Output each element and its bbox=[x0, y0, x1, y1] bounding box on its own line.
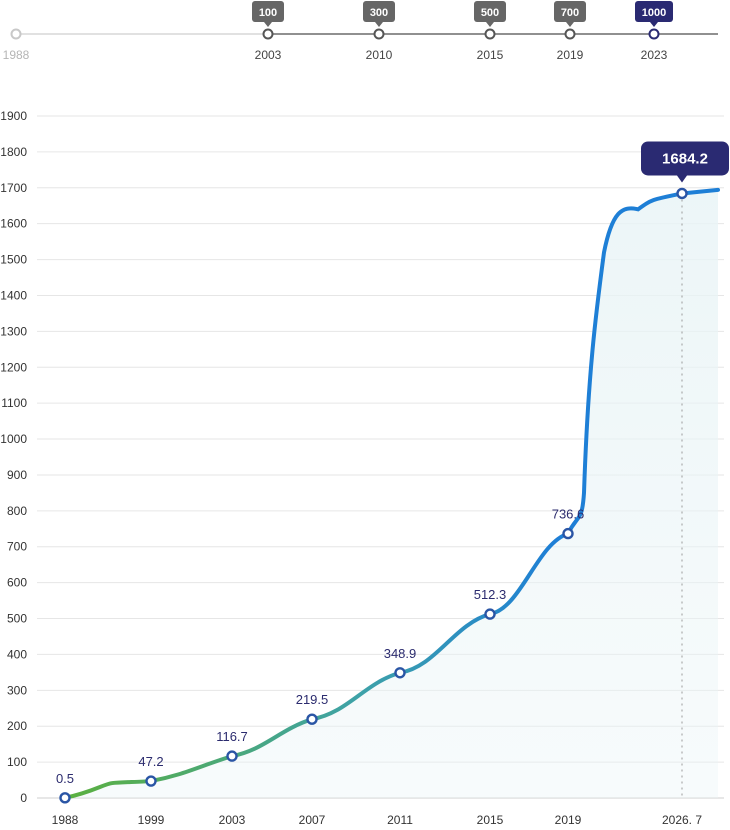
data-point-marker bbox=[306, 713, 318, 725]
data-point-label: 47.2 bbox=[138, 754, 163, 769]
y-tick-label: 1700 bbox=[0, 181, 27, 195]
y-tick-label: 700 bbox=[7, 540, 27, 554]
y-tick-label: 0 bbox=[20, 791, 27, 805]
x-tick-label: 2026. 7 bbox=[662, 813, 702, 827]
timeline-badge-pointer bbox=[486, 22, 494, 27]
y-tick-label: 1300 bbox=[0, 324, 27, 338]
y-tick-label: 1200 bbox=[0, 360, 27, 374]
data-point-marker bbox=[226, 750, 238, 762]
y-tick-label: 500 bbox=[7, 612, 27, 626]
data-point-marker bbox=[676, 187, 688, 200]
y-tick-label: 600 bbox=[7, 576, 27, 590]
data-point-label: 736.6 bbox=[552, 507, 585, 522]
y-tick-label: 900 bbox=[7, 468, 27, 482]
line-chart: 0 100 200 300 400 500 600 700 800 900 1000 1100 1200… bbox=[0, 109, 729, 827]
timeline-badge-pointer bbox=[264, 22, 272, 27]
y-tick-label: 1400 bbox=[0, 288, 27, 302]
timeline-point bbox=[10, 28, 22, 40]
highlight-value-label: 1684.2 bbox=[662, 150, 708, 167]
data-point-label: 116.7 bbox=[216, 729, 248, 744]
x-tick-label: 1988 bbox=[52, 813, 79, 827]
timeline-badge bbox=[363, 1, 395, 22]
timeline-point bbox=[262, 28, 274, 40]
y-tick-label: 1900 bbox=[0, 109, 27, 123]
y-tick-label: 1800 bbox=[0, 145, 27, 159]
timeline: 1988 100 2003 300 2010 500 2015 700 2019 1000 2023 bbox=[3, 1, 718, 62]
x-tick-label: 2003 bbox=[219, 813, 246, 827]
y-tick-label: 1000 bbox=[0, 432, 27, 446]
timeline-badge bbox=[474, 1, 506, 22]
timeline-year-label: 2019 bbox=[557, 48, 584, 62]
x-tick-label: 2015 bbox=[477, 813, 504, 827]
data-point-marker bbox=[394, 667, 406, 679]
timeline-year-label: 2003 bbox=[255, 48, 282, 62]
timeline-badge bbox=[635, 1, 673, 22]
timeline-year-label: 2010 bbox=[366, 48, 393, 62]
chart-area-fill bbox=[65, 189, 718, 799]
y-tick-label: 100 bbox=[7, 755, 27, 769]
timeline-point bbox=[373, 28, 385, 40]
highlight-badge-pointer bbox=[677, 175, 687, 183]
timeline-point bbox=[484, 28, 496, 40]
data-point-label: 219.5 bbox=[296, 692, 329, 707]
timeline-badge-label: 300 bbox=[370, 7, 388, 19]
data-point-marker bbox=[59, 792, 71, 804]
data-point-label: 0.5 bbox=[56, 771, 74, 786]
timeline-badge-label: 700 bbox=[561, 7, 579, 19]
x-tick-label: 2011 bbox=[387, 813, 413, 827]
data-point-label: 348.9 bbox=[384, 646, 417, 661]
y-tick-label: 200 bbox=[7, 719, 27, 733]
timeline-year-label: 1988 bbox=[3, 48, 30, 62]
timeline-badge bbox=[252, 1, 284, 22]
y-tick-label: 800 bbox=[7, 504, 27, 518]
timeline-badge-label: 100 bbox=[259, 7, 277, 19]
data-point-label: 512.3 bbox=[474, 587, 507, 602]
timeline-year-label: 2015 bbox=[477, 48, 504, 62]
timeline-year-label: 2023 bbox=[641, 48, 668, 62]
timeline-badge-pointer bbox=[375, 22, 383, 27]
highlight-value-badge bbox=[641, 141, 729, 176]
timeline-badge-label: 500 bbox=[481, 7, 499, 19]
data-point-marker bbox=[484, 608, 496, 620]
timeline-point bbox=[564, 28, 576, 40]
data-point-marker bbox=[562, 527, 574, 540]
x-tick-label: 1999 bbox=[138, 813, 165, 827]
y-tick-label: 1100 bbox=[1, 396, 27, 410]
timeline-badge bbox=[554, 1, 586, 22]
chart-series-line bbox=[63, 187, 720, 800]
y-tick-label: 300 bbox=[7, 683, 27, 697]
timeline-badge-pointer bbox=[650, 22, 658, 27]
y-tick-label: 1600 bbox=[0, 217, 27, 231]
x-tick-label: 2019 bbox=[555, 813, 582, 827]
timeline-badge-pointer bbox=[566, 22, 574, 27]
timeline-point bbox=[648, 28, 660, 40]
x-tick-label: 2007 bbox=[299, 813, 326, 827]
y-tick-label: 400 bbox=[7, 647, 27, 661]
y-tick-label: 1500 bbox=[0, 253, 27, 267]
data-point-marker bbox=[145, 775, 157, 787]
timeline-badge-label: 1000 bbox=[642, 7, 666, 19]
